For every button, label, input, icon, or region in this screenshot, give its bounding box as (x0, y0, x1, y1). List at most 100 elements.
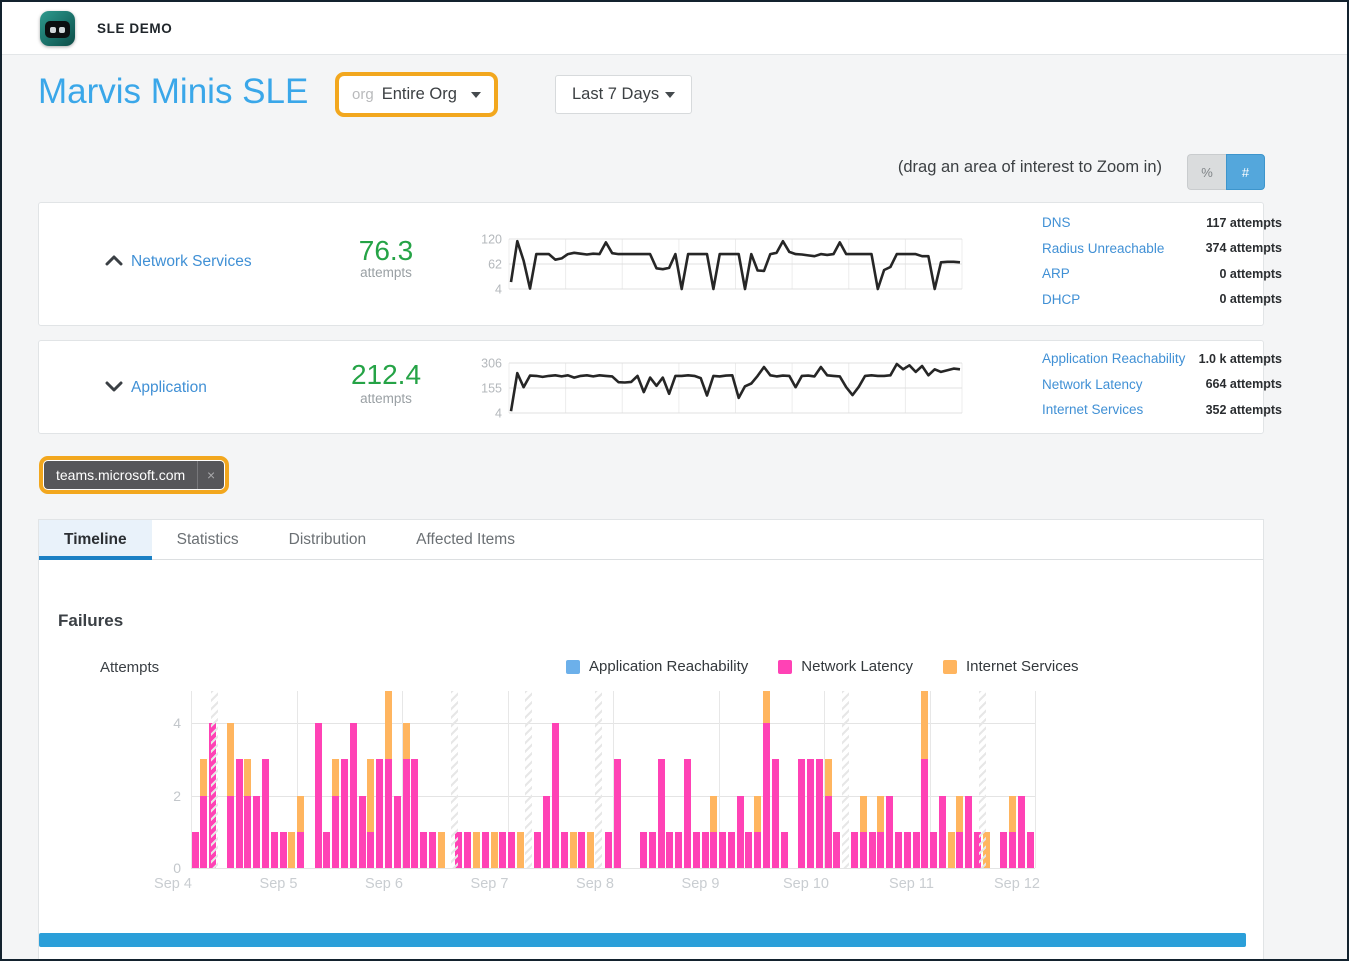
x-tick-label: Sep 11 (889, 876, 934, 892)
chevron-down-icon[interactable] (105, 381, 123, 392)
tab-affected-items[interactable]: Affected Items (416, 530, 515, 548)
bar-internet-services (367, 759, 375, 832)
metric-link[interactable]: DNS (1042, 215, 1071, 231)
time-range-selector[interactable]: Last 7 Days (555, 75, 693, 114)
bar-network-latency (727, 831, 735, 868)
bar-network-latency (226, 795, 234, 868)
tab-statistics[interactable]: Statistics (176, 530, 239, 548)
bar-network-latency (903, 831, 911, 868)
metric-link[interactable]: Network Latency (1042, 376, 1143, 392)
bar-network-latency (481, 831, 489, 868)
legend-label: Internet Services (965, 658, 1079, 675)
bar-network-latency (253, 795, 261, 868)
bar-network-latency (332, 795, 340, 868)
bar-network-latency (815, 759, 823, 868)
bar-network-latency (912, 831, 920, 868)
filter-chip: teams.microsoft.com × (39, 456, 230, 494)
details-card: Timeline Statistics Distribution Affected I… (38, 519, 1264, 959)
x-tick-label: Sep 4 (154, 876, 192, 892)
bar-network-latency (191, 831, 199, 868)
bar-internet-services (763, 691, 771, 724)
network-services-sparkline[interactable]: 120 62 4 (441, 225, 966, 301)
bar-internet-services (824, 759, 832, 796)
bar-internet-services (877, 795, 885, 832)
network-services-panel: Network Services 76.3 attempts 120 62 4 DN… (38, 202, 1282, 326)
metric-value: 374 attempts (1205, 241, 1282, 256)
application-sparkline[interactable]: 306 155 4 (441, 349, 966, 425)
bar-network-latency (279, 831, 287, 868)
percent-toggle-button[interactable]: % (1187, 154, 1226, 190)
bar-internet-services (754, 795, 762, 832)
metric-value: 117 attempts (1206, 215, 1282, 230)
bar-network-latency (508, 831, 516, 868)
robot-eye-icon (50, 27, 56, 33)
bar-network-latency (428, 831, 436, 868)
marvis-logo-icon[interactable] (40, 11, 75, 46)
bar-network-latency (859, 831, 867, 868)
metric-link[interactable]: ARP (1042, 266, 1070, 282)
org-selector[interactable]: org Entire Org (335, 72, 498, 117)
metric-value: 664 attempts (1205, 377, 1282, 392)
bar-network-latency (552, 723, 560, 868)
tab-bar: Timeline Statistics Distribution Affected I… (39, 520, 1263, 560)
failures-plot-area[interactable] (191, 691, 1035, 868)
bar-network-latency (402, 759, 410, 868)
robot-head-icon (45, 21, 70, 38)
network-services-link[interactable]: Network Services (131, 253, 252, 270)
bar-network-latency (604, 831, 612, 868)
bar-internet-services (859, 795, 867, 832)
no-data-band (451, 691, 459, 868)
no-data-band (978, 691, 986, 868)
bar-internet-services (244, 759, 252, 796)
bar-internet-services (472, 831, 480, 868)
svg-text:4: 4 (495, 283, 502, 297)
tab-distribution[interactable]: Distribution (288, 530, 367, 548)
robot-eye-icon (59, 27, 65, 33)
bar-network-latency (367, 831, 375, 868)
bar-network-latency (877, 831, 885, 868)
chevron-up-icon[interactable] (105, 255, 123, 266)
metric-row: ARP 0 attempts (1042, 261, 1282, 287)
time-range-value: Last 7 Days (572, 85, 660, 103)
bar-network-latency (666, 831, 674, 868)
bar-network-latency (1026, 831, 1034, 868)
bar-network-latency (763, 723, 771, 868)
legend-swatch-icon (942, 659, 957, 674)
legend-swatch-icon (566, 659, 580, 674)
bar-internet-services (402, 723, 410, 760)
metric-link[interactable]: DHCP (1042, 291, 1081, 307)
bar-network-latency (578, 831, 586, 868)
org-selector-value: Entire Org (381, 85, 457, 103)
tab-timeline[interactable]: Timeline (39, 520, 152, 560)
legend-swatch-icon (778, 659, 793, 674)
svg-text:306: 306 (481, 357, 502, 371)
metric-link[interactable]: Internet Services (1042, 402, 1144, 418)
bar-network-latency (235, 759, 243, 868)
metric-row: Application Reachability 1.0 k attempts (1042, 346, 1282, 372)
timeline-scrollbar[interactable] (39, 933, 1246, 947)
remove-filter-icon[interactable]: × (207, 467, 216, 483)
application-link[interactable]: Application (131, 379, 207, 396)
bar-internet-services (516, 831, 524, 868)
legend-item: Application Reachability (566, 658, 748, 675)
legend-label: Application Reachability (589, 658, 749, 675)
bar-network-latency (543, 795, 551, 868)
bar-internet-services (982, 831, 990, 868)
bar-network-latency (393, 795, 401, 868)
legend-item: Internet Services (942, 658, 1079, 675)
bar-internet-services (288, 831, 296, 868)
bar-internet-services (490, 831, 498, 868)
metric-link[interactable]: Radius Unreachable (1042, 240, 1165, 256)
svg-text:120: 120 (481, 233, 502, 247)
bar-network-latency (358, 795, 366, 868)
chevron-down-icon (470, 91, 481, 98)
bar-network-latency (824, 795, 832, 868)
metric-link[interactable]: Application Reachability (1042, 351, 1186, 367)
bar-network-latency (648, 831, 656, 868)
bar-network-latency (780, 831, 788, 868)
page-title: Marvis Minis SLE (38, 72, 309, 111)
count-toggle-button[interactable]: # (1226, 154, 1265, 190)
network-services-metrics: DNS 117 attempts Radius Unreachable 374 att… (1042, 210, 1282, 312)
bar-network-latency (701, 831, 709, 868)
